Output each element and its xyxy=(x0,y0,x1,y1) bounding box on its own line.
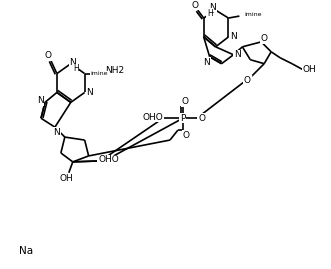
Text: N: N xyxy=(230,32,237,41)
Text: O: O xyxy=(261,34,268,43)
Text: N: N xyxy=(234,50,241,59)
Text: N: N xyxy=(203,58,210,67)
Text: OH: OH xyxy=(303,65,317,74)
Text: imine: imine xyxy=(91,71,108,76)
Text: N: N xyxy=(37,96,43,105)
Text: N: N xyxy=(70,58,76,67)
Text: O: O xyxy=(244,76,251,85)
Text: P: P xyxy=(180,114,186,123)
Text: O: O xyxy=(181,97,188,106)
Text: OH: OH xyxy=(60,174,74,183)
Text: N: N xyxy=(86,88,93,97)
Text: Na: Na xyxy=(19,246,33,256)
Text: O: O xyxy=(182,130,189,140)
Text: OHO: OHO xyxy=(98,155,119,164)
Text: imine: imine xyxy=(244,12,262,17)
Text: N: N xyxy=(209,3,216,12)
Text: NH2: NH2 xyxy=(106,66,124,75)
Text: O: O xyxy=(198,114,205,123)
Text: H: H xyxy=(207,9,213,17)
Text: OHO: OHO xyxy=(143,113,164,122)
Text: H: H xyxy=(73,64,78,73)
Text: O: O xyxy=(44,51,51,60)
Text: N: N xyxy=(54,128,60,137)
Text: O: O xyxy=(191,1,198,10)
